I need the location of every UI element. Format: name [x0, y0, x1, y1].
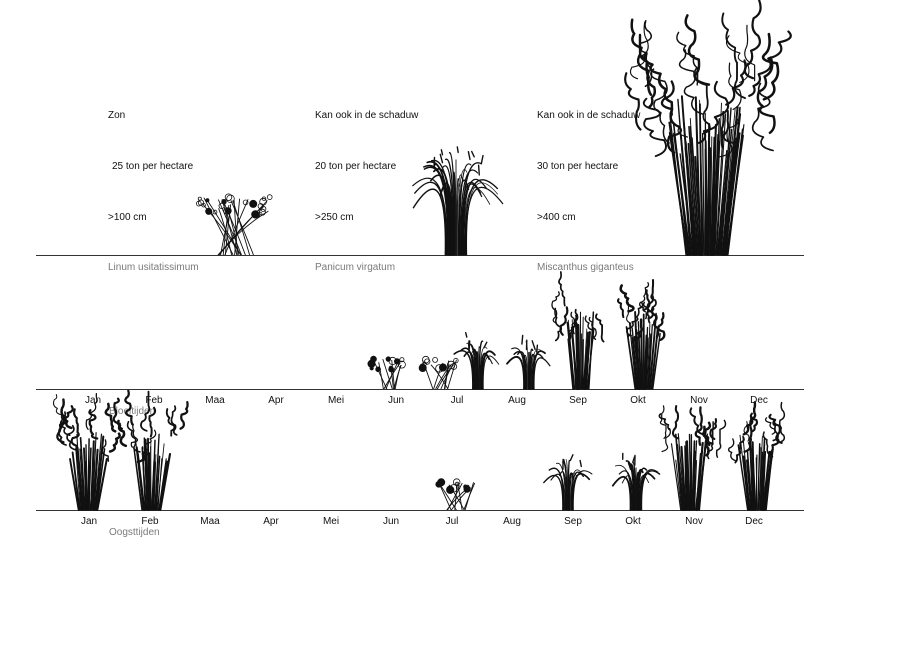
- harvest-month-apr: Apr: [263, 516, 279, 527]
- bloom-month-apr: Apr: [268, 395, 284, 406]
- bloom-month-aug: Aug: [508, 395, 526, 406]
- plant-1-name: Linum usitatissimum: [108, 262, 199, 273]
- plant-1-light: Zon: [108, 110, 126, 121]
- harvest-month-okt: Okt: [625, 516, 641, 527]
- harvest-month-sep: Sep: [564, 516, 582, 527]
- harvest-miscanthus-feb: [112, 389, 189, 512]
- plant-2-light: Kan ook in de schaduw: [315, 110, 419, 121]
- plant-2-height: >250 cm: [315, 212, 354, 223]
- bloom-flax-jun: [367, 355, 406, 390]
- bloom-month-sep: Sep: [569, 395, 587, 406]
- harvest-panicum-okt: [611, 452, 661, 511]
- bloom-month-dec: Dec: [750, 395, 768, 406]
- bloom-flax-jul: [418, 355, 459, 390]
- harvest-month-nov: Nov: [685, 516, 703, 527]
- harvest-month-jan: Jan: [80, 516, 98, 527]
- harvest-month-feb: Feb: [141, 516, 159, 527]
- bloom-miscanthus-sep: [551, 271, 605, 391]
- panicum-plant-top: [412, 146, 504, 256]
- bloom-month-jan: Jan: [84, 395, 102, 406]
- plant-1-yield: 25 ton per hectare: [112, 161, 194, 172]
- bloom-month-maa: Maa: [205, 395, 225, 406]
- bloom-month-okt: Okt: [630, 395, 646, 406]
- harvest-panicum-sep: [543, 454, 593, 511]
- plant-3-yield: 30 ton per hectare: [537, 161, 619, 172]
- plant-3-name: Miscanthus giganteus: [537, 262, 634, 273]
- bloom-month-nov: Nov: [690, 395, 708, 406]
- plant-3-light: Kan ook in de schaduw: [537, 110, 641, 121]
- plant-2-name: Panicum virgatum: [315, 262, 396, 273]
- harvest-flax-jul: [435, 478, 476, 511]
- plant-2-yield: 20 ton per hectare: [315, 161, 397, 172]
- harvest-month-dec: Dec: [745, 516, 763, 527]
- harvest-month-mei: Mei: [322, 516, 340, 527]
- harvest-miscanthus-dec: [727, 401, 786, 512]
- ground-line-top: [36, 255, 804, 256]
- flax-plant-top: [196, 193, 273, 256]
- harvest-month-maa: Maa: [200, 516, 220, 527]
- bloom-miscanthus-okt: [617, 278, 666, 391]
- harvest-label: Oogsttijden: [109, 527, 160, 538]
- harvest-miscanthus-nov: [658, 405, 727, 512]
- bloom-month-feb: Feb: [145, 395, 163, 406]
- ground-line-harvest: [36, 510, 804, 511]
- miscanthus-plant-top: [624, 0, 792, 257]
- harvest-month-aug: Aug: [503, 516, 521, 527]
- bloom-panicum-jul: [453, 332, 500, 390]
- harvest-month-jun: Jun: [382, 516, 400, 527]
- plant-1-height: >100 cm: [108, 212, 147, 223]
- bloom-label: Bloeitijden: [109, 406, 156, 417]
- bloom-panicum-aug: [506, 334, 551, 390]
- plant-3-height: >400 cm: [537, 212, 576, 223]
- bloom-month-jul: Jul: [450, 395, 464, 406]
- bloom-month-jun: Jun: [387, 395, 405, 406]
- harvest-month-jul: Jul: [445, 516, 459, 527]
- bloom-month-mei: Mei: [327, 395, 345, 406]
- ground-line-bloom: [36, 389, 804, 390]
- harvest-miscanthus-jan: [52, 393, 121, 512]
